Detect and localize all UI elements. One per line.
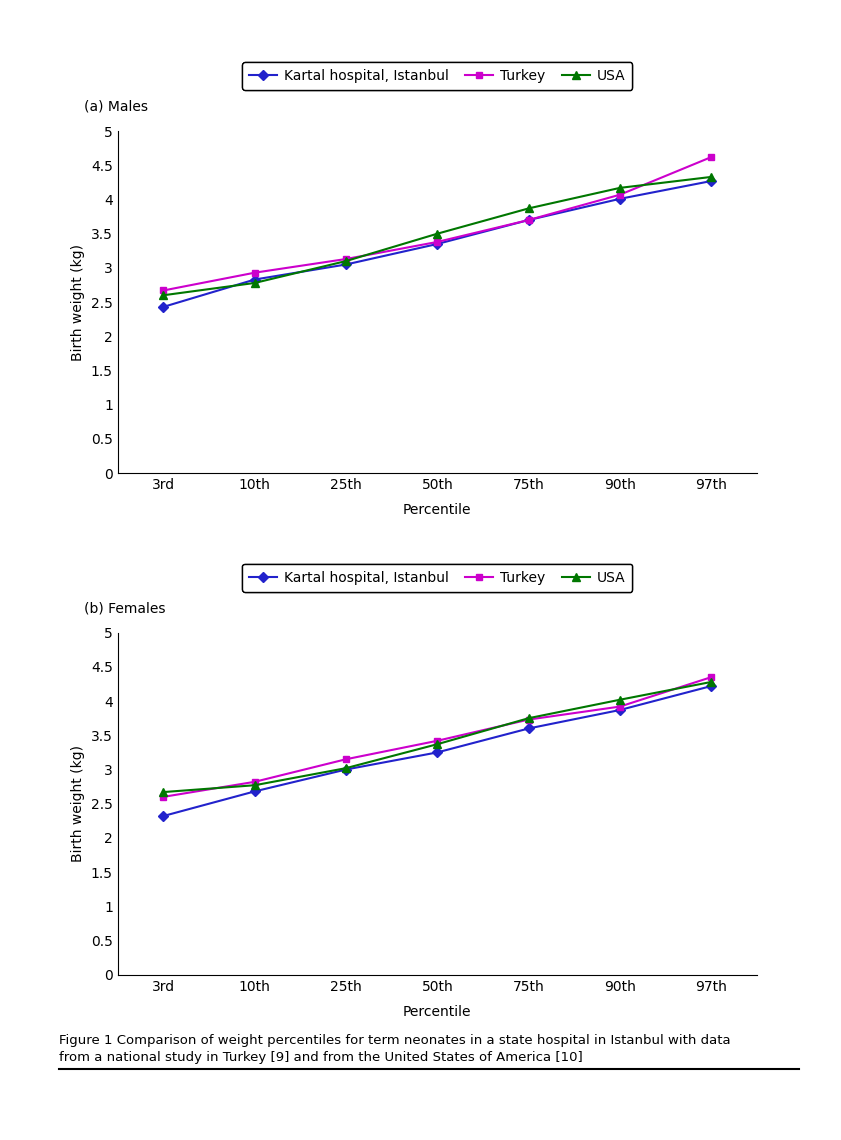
Y-axis label: Birth weight (kg): Birth weight (kg) [71, 746, 85, 862]
Legend: Kartal hospital, Istanbul, Turkey, USA: Kartal hospital, Istanbul, Turkey, USA [242, 62, 632, 90]
Text: Figure 1 Comparison of weight percentiles for term neonates in a state hospital : Figure 1 Comparison of weight percentile… [59, 1034, 731, 1047]
Legend: Kartal hospital, Istanbul, Turkey, USA: Kartal hospital, Istanbul, Turkey, USA [242, 563, 632, 592]
X-axis label: Percentile: Percentile [403, 503, 472, 518]
Text: (b) Females: (b) Females [84, 602, 166, 616]
Y-axis label: Birth weight (kg): Birth weight (kg) [71, 244, 85, 360]
X-axis label: Percentile: Percentile [403, 1004, 472, 1019]
Text: (a) Males: (a) Males [84, 100, 148, 114]
Text: from a national study in Turkey [9] and from the United States of America [10]: from a national study in Turkey [9] and … [59, 1051, 583, 1064]
